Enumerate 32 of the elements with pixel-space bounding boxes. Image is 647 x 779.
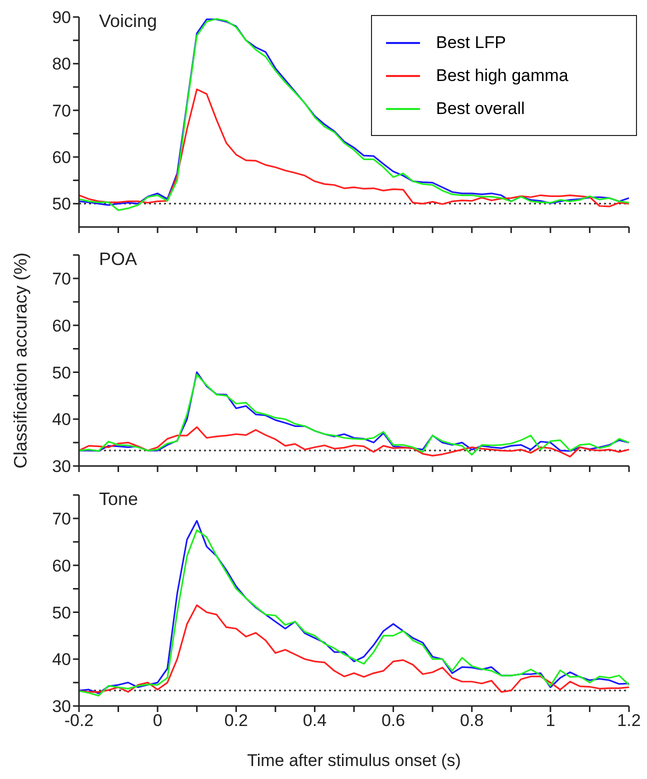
y-tick-label: 50 [52, 194, 71, 214]
y-tick-label: 50 [52, 363, 71, 382]
legend-label: Best overall [436, 98, 525, 118]
chart-title: Voicing [99, 11, 158, 32]
legend-label: Best LFP [436, 32, 506, 52]
x-tick-label: 0.6 [381, 711, 406, 730]
x-tick-label: 0.8 [460, 711, 484, 730]
x-tick-label: 0.4 [302, 711, 327, 730]
x-axis-title: Time after stimulus onset (s) [247, 751, 461, 770]
y-tick-label: 90 [52, 8, 71, 28]
line-series [79, 426, 629, 458]
y-tick-label: 60 [52, 148, 71, 168]
line-series [79, 88, 629, 208]
y-axis-title: Classification accuracy (%) [10, 252, 30, 469]
line-series [79, 604, 629, 693]
y-tick-label: 40 [52, 410, 71, 430]
y-tick-label: 40 [52, 650, 71, 670]
x-tick-label: 1.2 [617, 711, 641, 730]
y-tick-label: 30 [52, 457, 71, 476]
y-tick-label: 80 [52, 54, 71, 74]
y-tick-label: 70 [52, 509, 71, 528]
x-tick-label: 1 [546, 711, 556, 730]
y-tick-label: 70 [52, 101, 71, 120]
x-tick-label: 0 [152, 711, 162, 730]
chart-title: Tone [99, 489, 138, 510]
chart-title: POA [99, 249, 138, 270]
y-tick-label: 70 [52, 269, 71, 288]
y-tick-label: 50 [52, 603, 71, 622]
y-tick-label: 60 [52, 556, 71, 576]
y-tick-label: 60 [52, 316, 71, 336]
x-tick-label: 0.2 [224, 711, 248, 730]
legend-label: Best high gamma [436, 66, 568, 86]
